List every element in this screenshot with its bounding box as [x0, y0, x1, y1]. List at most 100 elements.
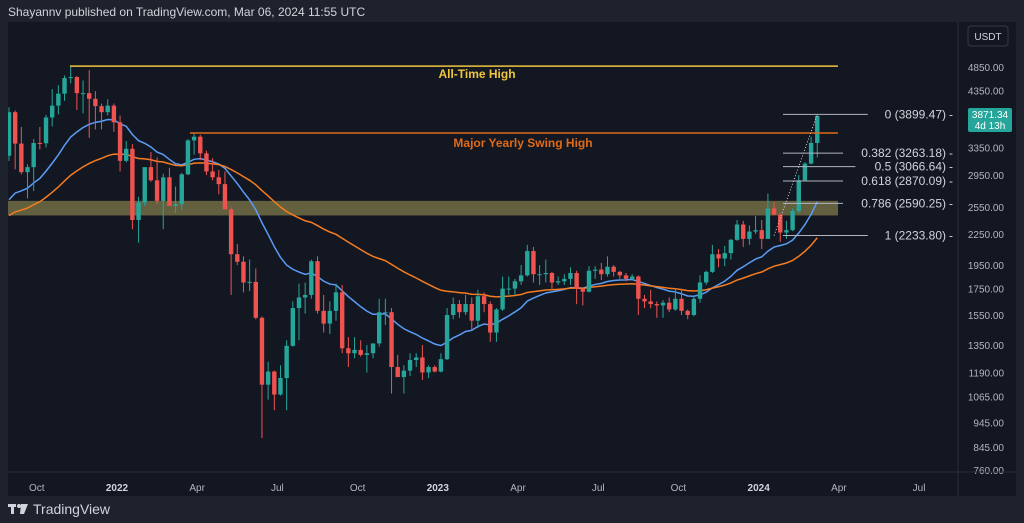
fib-level-label: 0.618 (2870.09) — [861, 174, 946, 188]
support-zone — [8, 200, 838, 216]
last-price: 3871.34 — [972, 110, 1009, 121]
candle-body — [136, 202, 141, 220]
candle — [623, 273, 629, 282]
candle — [130, 144, 135, 230]
candle-body — [611, 266, 616, 272]
candle — [586, 266, 592, 293]
currency-button[interactable] — [967, 25, 1009, 47]
candle — [734, 219, 740, 241]
candle — [142, 167, 147, 206]
price-axis-label: 1750.00 — [968, 285, 1005, 296]
candle — [494, 308, 499, 342]
fib-level-dash: - — [949, 107, 953, 121]
candle — [611, 265, 616, 277]
candle-body — [179, 174, 184, 205]
candle-body — [130, 148, 135, 220]
fib-level-dash: - — [949, 229, 953, 243]
candle-body — [191, 136, 197, 141]
candle-body — [56, 93, 61, 106]
time-axis-label: 2023 — [427, 483, 450, 494]
candle — [469, 297, 474, 330]
candle — [432, 365, 437, 373]
candle-body — [796, 180, 801, 212]
candle-body — [636, 276, 641, 299]
candle-body — [241, 261, 246, 283]
candle — [518, 265, 524, 285]
candle — [426, 365, 431, 379]
candle-body — [204, 153, 209, 172]
candle-body — [278, 378, 283, 395]
candle — [815, 114, 820, 158]
tradingview-logo[interactable]: TradingView — [8, 501, 110, 517]
candle-body — [161, 177, 166, 201]
candle-body — [43, 117, 49, 144]
fib-level-label: 0.382 (3263.18) — [861, 146, 946, 160]
candle — [185, 139, 191, 176]
candle-body — [765, 208, 771, 239]
candle — [697, 275, 703, 303]
candle — [605, 256, 610, 277]
candle — [377, 298, 382, 347]
candle — [438, 353, 444, 373]
ma-fast-line — [8, 118, 818, 347]
candle-body — [691, 298, 697, 315]
candle — [654, 301, 660, 318]
fib-level-label: 0 (3899.47) — [885, 107, 946, 121]
candle — [80, 80, 86, 114]
candle — [93, 91, 98, 130]
candle-body — [185, 140, 191, 175]
candle-body — [37, 142, 43, 144]
candle-body — [728, 239, 734, 254]
candle-body — [124, 148, 129, 161]
candle-body — [265, 371, 271, 385]
candle — [512, 278, 518, 295]
price-chart[interactable]: 0 (3899.47) -0.382 (3263.18) -0.5 (3066.64… — [8, 22, 1016, 496]
candle — [802, 162, 808, 182]
candle-body — [284, 345, 289, 379]
time-axis-label: Apr — [189, 483, 205, 494]
candle — [580, 288, 586, 306]
candle — [31, 139, 36, 192]
candle — [401, 365, 407, 394]
price-axis-label: 945.00 — [973, 419, 1004, 430]
price-axis-label: 2250.00 — [968, 230, 1005, 241]
candle — [407, 353, 413, 377]
price-axis-label: 2950.00 — [968, 171, 1005, 182]
candle-body — [716, 254, 721, 259]
candle-body — [660, 302, 666, 306]
candle — [389, 308, 394, 394]
candle — [475, 289, 481, 328]
candle-body — [506, 288, 511, 290]
chart-pane[interactable]: 0 (3899.47) -0.382 (3263.18) -0.5 (3066.64… — [8, 22, 1016, 496]
candle-body — [500, 288, 505, 310]
candle — [179, 172, 184, 211]
candle — [210, 158, 215, 181]
candle-body — [599, 269, 604, 275]
candle — [765, 193, 771, 239]
time-axis-label: 2024 — [748, 483, 771, 494]
candle-body — [592, 269, 598, 271]
candle-body — [259, 317, 265, 385]
candle — [790, 208, 795, 232]
candle-body — [734, 224, 740, 240]
candle-body — [463, 304, 468, 313]
candle — [346, 337, 351, 368]
price-axis-label: 845.00 — [973, 443, 1004, 454]
candle-body — [494, 309, 499, 333]
candle-body — [309, 261, 314, 295]
price-axis-label: 1350.00 — [968, 341, 1005, 352]
candle-body — [549, 273, 555, 283]
candle-body — [321, 310, 326, 324]
candle — [414, 353, 419, 368]
candle — [660, 300, 666, 318]
candle-body — [99, 106, 104, 113]
candle-body — [370, 343, 376, 354]
candle — [506, 276, 511, 295]
ath-label: All-Time High — [438, 67, 515, 81]
candle — [666, 297, 672, 313]
candle-body — [142, 167, 147, 203]
candle-body — [198, 136, 203, 154]
publish-info: Shayannv published on TradingView.com, M… — [8, 5, 366, 19]
candle — [358, 340, 363, 357]
candle — [43, 114, 49, 148]
